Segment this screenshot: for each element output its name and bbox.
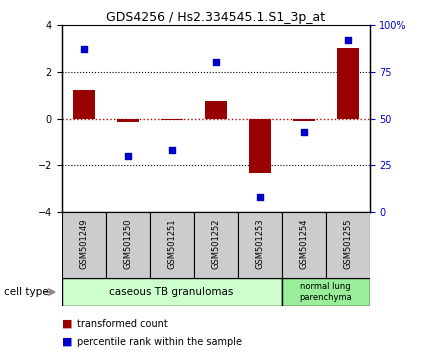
Text: GSM501252: GSM501252 [211,218,220,269]
Point [80,46,87,52]
Bar [106,212,150,278]
Bar [73,90,95,119]
Text: GSM501251: GSM501251 [167,218,176,269]
Bar [326,212,370,278]
Bar [337,48,359,119]
Text: GSM501250: GSM501250 [123,218,132,269]
Bar [150,212,194,278]
Point [300,129,307,135]
Bar [293,119,315,121]
Bar [282,278,370,306]
Point [124,153,131,159]
Text: ■: ■ [62,337,72,347]
Bar [161,119,183,120]
Bar [117,119,139,122]
Point [256,195,263,200]
Text: cell type: cell type [4,287,49,297]
Text: GSM501255: GSM501255 [343,218,352,269]
Bar [238,212,282,278]
Text: GSM501254: GSM501254 [299,218,308,269]
Text: GSM501253: GSM501253 [255,218,264,269]
Text: ■: ■ [62,319,72,329]
Point [212,59,219,65]
Bar [282,212,326,278]
Text: GSM501249: GSM501249 [79,218,88,269]
Bar [249,119,271,172]
Text: percentile rank within the sample: percentile rank within the sample [77,337,242,347]
Bar [194,212,238,278]
Bar [205,101,227,119]
Title: GDS4256 / Hs2.334545.1.S1_3p_at: GDS4256 / Hs2.334545.1.S1_3p_at [106,11,325,24]
Text: caseous TB granulomas: caseous TB granulomas [110,287,234,297]
Bar [62,212,106,278]
Text: transformed count: transformed count [77,319,168,329]
Bar [62,278,282,306]
Text: normal lung
parenchyma: normal lung parenchyma [299,282,352,302]
Point [168,148,175,153]
Point [344,37,351,42]
